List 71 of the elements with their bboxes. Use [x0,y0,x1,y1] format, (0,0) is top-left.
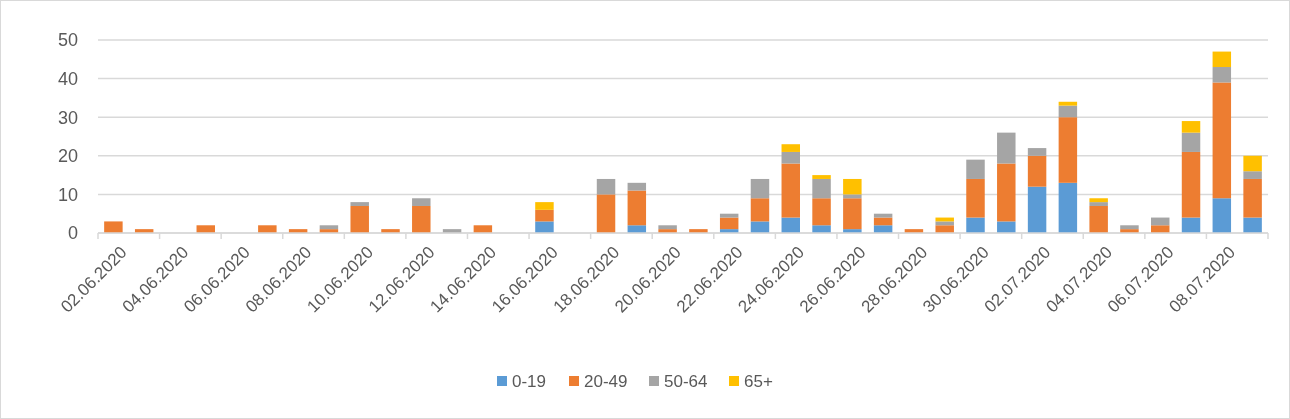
bar [1089,198,1108,203]
bar [1212,198,1232,233]
bar [1027,148,1047,156]
y-tick-label: 10 [57,184,78,205]
bar [412,205,431,233]
bar [1058,105,1078,118]
bar [535,202,554,210]
bar [104,221,123,233]
bar [1181,151,1201,218]
bar [843,194,862,199]
bar [596,194,616,233]
y-tick-label: 30 [57,107,78,128]
bar [873,213,893,218]
bar [719,217,739,230]
bar [997,221,1016,233]
bar [935,221,954,226]
bar [1058,117,1078,183]
bar [1243,171,1262,179]
bar [1212,51,1232,68]
bar [1243,155,1262,172]
bar [658,225,677,230]
bar [966,159,985,179]
bar [350,202,369,206]
legend-label: 0-19 [512,371,547,391]
bar [596,178,616,195]
bar [1089,202,1108,206]
bar [1058,182,1078,233]
bar [350,205,369,233]
bar [1181,121,1201,133]
bar [812,198,831,226]
bar [1027,155,1047,187]
y-tick-label: 0 [67,223,78,244]
bar [997,132,1016,164]
bar [750,178,770,199]
bar [412,198,431,206]
bar [1181,132,1201,152]
bar [1243,217,1262,233]
bar [1027,186,1047,233]
bar [1212,82,1232,199]
bar [812,178,831,199]
bar [750,221,770,233]
bar [812,175,831,179]
bar [627,182,647,191]
bar [258,225,277,233]
bar [1243,178,1262,218]
bar [843,198,862,230]
bar [966,217,985,233]
y-tick-label: 50 [57,30,78,51]
bar [535,221,554,233]
bar [1089,205,1108,233]
bar [997,163,1016,222]
bar [812,225,831,233]
bar [627,190,647,226]
y-tick-label: 40 [57,68,78,89]
bar [535,209,554,222]
bar [781,151,800,164]
bar [1120,225,1139,230]
bar [319,225,339,230]
bar [1212,67,1232,83]
bar [1058,101,1078,106]
legend-label: 20-49 [584,371,628,391]
legend-label: 50-64 [664,371,708,391]
bar [966,178,985,218]
bar [781,144,800,152]
bar [935,225,954,233]
bar [781,163,800,218]
y-tick-label: 20 [57,146,78,167]
bar [843,178,862,195]
bar [719,213,739,218]
bar [750,198,770,222]
legend-label: 65+ [744,371,773,391]
